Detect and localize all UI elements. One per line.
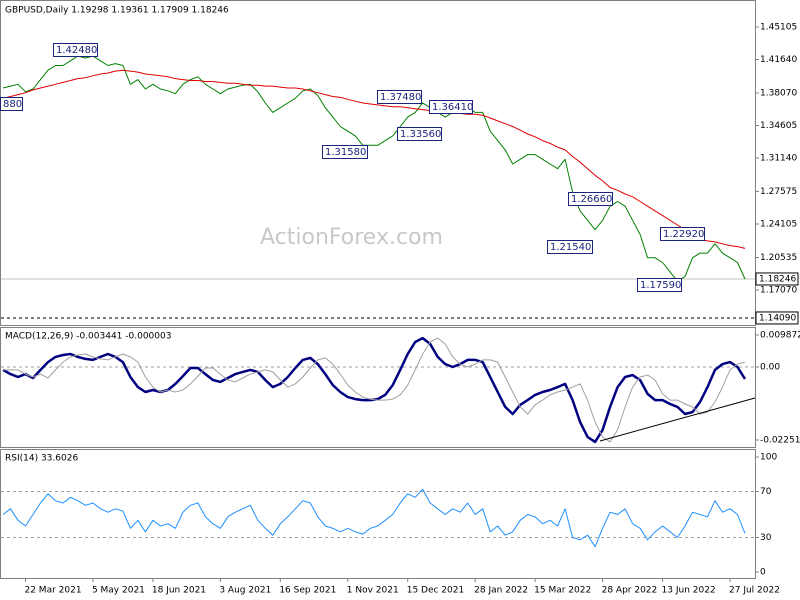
y-tick-label: 100: [760, 453, 777, 463]
y-tick-label: 1.27575: [760, 187, 797, 197]
x-tick-label: 13 Jun 2022: [662, 586, 716, 596]
y-tick-label: 30: [760, 533, 772, 543]
x-tick-label: 5 May 2021: [92, 586, 145, 596]
annotation-box: [568, 192, 613, 206]
y-tick-label: 1.45105: [760, 22, 797, 32]
annotation-label: 1.17590: [640, 280, 681, 291]
watermark: ActionForex.com: [260, 225, 443, 250]
x-tick-label: 16 Sep 2021: [279, 586, 336, 596]
x-tick-label: 28 Apr 2022: [602, 586, 658, 596]
level-label: 1.14090: [759, 313, 796, 323]
annotation-label: 1.42480: [56, 45, 97, 56]
x-tick-label: 28 Jan 2022: [474, 586, 528, 596]
annotation-box: [547, 240, 593, 254]
annotation-label: 1.21540: [550, 242, 591, 253]
annotation-label: 880: [3, 99, 22, 110]
y-tick-label: 0.00: [760, 362, 780, 372]
x-tick-label: 1 Nov 2021: [347, 586, 399, 596]
annotation-box: [660, 227, 705, 241]
marks: [1, 55, 755, 548]
annotation-label: 1.36410: [432, 102, 473, 113]
x-tick-label: 27 Jul 2022: [729, 586, 780, 596]
y-tick-label: 70: [760, 487, 772, 497]
annotation-label: 1.26660: [571, 194, 612, 205]
y-tick-label: 1.24105: [760, 220, 797, 230]
annotation-box: [637, 278, 682, 292]
x-tick-label: 22 Mar 2021: [24, 586, 81, 596]
y-tick-label: 1.31140: [760, 154, 797, 164]
y-tick-label: 0.009872: [760, 330, 800, 340]
annotation-box: [377, 90, 422, 104]
y-tick-label: 1.34605: [760, 121, 797, 131]
y-tick-label: -0.022516: [760, 435, 800, 445]
macd-panel: [0, 327, 756, 448]
annotation-box: [0, 97, 23, 111]
annotation-label: 1.33560: [400, 129, 441, 140]
series-line: [2, 69, 746, 249]
annotation-box: [53, 43, 98, 57]
price-title: GBPUSD,Daily 1.19298 1.19361 1.17909 1.1…: [5, 6, 229, 16]
rsi-title: RSI(14) 33.6026: [5, 454, 78, 464]
annotation-box: [397, 127, 442, 141]
x-tick-label: 3 Aug 2021: [219, 586, 271, 596]
x-tick-label: 18 Jun 2021: [152, 586, 206, 596]
y-tick-label: 1.20535: [760, 253, 797, 263]
level-box: [755, 272, 799, 286]
y-tick-label: 0: [760, 568, 766, 578]
price-panel: [0, 0, 756, 326]
annotation-label: 1.31580: [325, 147, 366, 158]
series-line: [2, 488, 746, 548]
trend-line: [599, 397, 756, 442]
annotation-box: [322, 145, 368, 159]
x-tick-label: 15 Dec 2021: [407, 586, 465, 596]
series-line: [3, 337, 746, 443]
macd-title: MACD(12,26,9) -0.003441 -0.000003: [5, 332, 171, 342]
level-box: [755, 311, 799, 325]
level-label: 1.18246: [759, 274, 796, 284]
series-line: [2, 55, 746, 282]
x-tick-label: 15 Mar 2022: [534, 586, 591, 596]
y-tick-label: 1.38070: [760, 88, 797, 98]
annotation-box: [429, 100, 473, 114]
annotation-label: 1.22920: [663, 229, 704, 240]
annotation-label: 1.37480: [380, 92, 421, 103]
rsi-panel: [0, 449, 756, 579]
y-tick-label: 1.41640: [760, 55, 797, 65]
y-tick-label: 1.17070: [760, 286, 797, 296]
